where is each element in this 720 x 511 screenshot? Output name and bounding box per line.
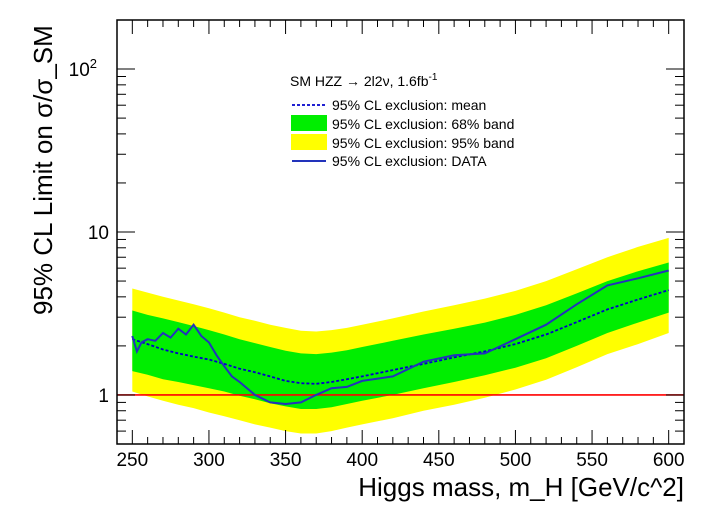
- band-68-layer: [132, 262, 669, 409]
- y-tick-label-exponent: 2: [90, 56, 97, 71]
- y-axis-title: 95% CL Limit on σ/σ_SM: [28, 25, 58, 315]
- x-tick-label: 500: [500, 450, 532, 471]
- x-tick-label: 350: [270, 450, 302, 471]
- x-tick-label: 450: [423, 450, 455, 471]
- y-tick-label: 10: [88, 223, 109, 244]
- legend: SM HZZ → 2l2ν, 1.6fb-1 95% CL exclusion:…: [290, 72, 514, 169]
- expected-mean-line: [132, 289, 669, 385]
- legend-68-swatch: [291, 115, 327, 131]
- x-tick-label: 250: [116, 450, 148, 471]
- x-axis-title: Higgs mass, m_H [GeV/c^2]: [358, 472, 684, 502]
- x-tick-label: 550: [576, 450, 608, 471]
- y-tick-label: 102: [69, 56, 97, 81]
- x-tick-label: 600: [653, 450, 685, 471]
- y-tick-label-base: 10: [69, 60, 90, 81]
- legend-68-label: 95% CL exclusion: 68% band: [332, 116, 514, 132]
- observed-data-line: [131, 269, 669, 406]
- legend-95-swatch: [291, 134, 327, 150]
- legend-header: SM HZZ → 2l2ν, 1.6fb-1: [290, 72, 438, 89]
- legend-mean-label: 95% CL exclusion: mean: [332, 97, 486, 113]
- x-tick-label: 300: [193, 450, 225, 471]
- y-tick-label: 1: [98, 386, 109, 407]
- band-68-area: [132, 262, 669, 409]
- legend-95-label: 95% CL exclusion: 95% band: [332, 135, 514, 151]
- x-tick-label: 400: [346, 450, 378, 471]
- legend-data-label: 95% CL exclusion: DATA: [332, 153, 487, 169]
- lines-layer: [131, 269, 669, 406]
